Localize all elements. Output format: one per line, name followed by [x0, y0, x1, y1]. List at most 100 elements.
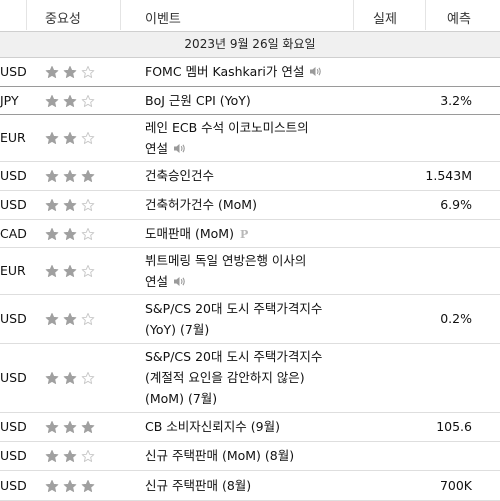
currency-code: USD [0, 419, 27, 434]
star-empty-icon [81, 198, 95, 212]
importance-stars [45, 65, 99, 79]
currency-code: USD [0, 478, 27, 493]
importance-stars [45, 169, 99, 183]
speech-icon [173, 139, 186, 153]
event-name[interactable]: FOMC 멤버 Kashkari가 연설 [145, 61, 350, 82]
star-empty-icon [81, 227, 95, 241]
star-filled-icon [45, 312, 59, 326]
event-row[interactable]: USD 신규 주택판매 (8월) 700K [0, 471, 500, 501]
star-filled-icon [63, 131, 77, 145]
event-row[interactable]: USD S&P/CS 20대 도시 주택가격지수 (계절적 요인을 감안하지 않은)… [0, 344, 500, 413]
event-row[interactable]: USD FOMC 멤버 Kashkari가 연설 [0, 57, 500, 87]
event-name[interactable]: 뷔트메링 독일 연방은행 이사의 연설 [145, 250, 350, 292]
star-filled-icon [45, 94, 59, 108]
event-title: 도매판매 (MoM) [145, 226, 234, 241]
star-empty-icon [81, 94, 95, 108]
star-empty-icon [81, 65, 95, 79]
forecast-value: 0.2% [440, 311, 472, 326]
currency-code: USD [0, 448, 27, 463]
star-empty-icon [81, 449, 95, 463]
event-name[interactable]: 레인 ECB 수석 이코노미스트의 연설 [145, 117, 350, 159]
event-name[interactable]: 건축허가건수 (MoM) [145, 194, 350, 215]
preliminary-icon: P [239, 228, 249, 241]
event-name[interactable]: 도매판매 (MoM) P [145, 223, 350, 245]
event-name[interactable]: S&P/CS 20대 도시 주택가격지수 (계절적 요인을 감안하지 않은) (Mo… [145, 346, 350, 409]
star-filled-icon [45, 65, 59, 79]
importance-stars [45, 312, 99, 326]
star-filled-icon [63, 371, 77, 385]
star-filled-icon [81, 479, 95, 493]
event-row[interactable]: JPY BoJ 근원 CPI (YoY) 3.2% [0, 87, 500, 115]
importance-stars [45, 227, 99, 241]
star-filled-icon [63, 198, 77, 212]
speech-icon [173, 272, 186, 286]
event-row[interactable]: USD CB 소비자신뢰지수 (9월) 105.6 [0, 413, 500, 442]
event-row[interactable]: USD 건축허가건수 (MoM) 6.9% [0, 191, 500, 220]
forecast-value: 3.2% [440, 93, 472, 108]
importance-stars [45, 420, 99, 434]
star-filled-icon [45, 449, 59, 463]
importance-stars [45, 264, 99, 278]
event-row[interactable]: CAD 도매판매 (MoM) P [0, 220, 500, 248]
star-filled-icon [45, 227, 59, 241]
header-forecast[interactable]: 예측 [447, 12, 471, 27]
star-filled-icon [81, 169, 95, 183]
star-filled-icon [45, 198, 59, 212]
event-row[interactable]: USD 신규 주택판매 (MoM) (8월) [0, 442, 500, 471]
header-actual[interactable]: 실제 [373, 12, 397, 27]
importance-stars [45, 479, 99, 493]
event-row[interactable]: USD S&P/CS 20대 도시 주택가격지수 (YoY) (7월) 0.2% [0, 295, 500, 344]
currency-code: CAD [0, 226, 27, 241]
star-filled-icon [63, 420, 77, 434]
currency-code: USD [0, 168, 27, 183]
star-filled-icon [63, 449, 77, 463]
event-title: 건축허가건수 (MoM) [145, 197, 257, 212]
column-divider [353, 0, 354, 30]
event-title: CB 소비자신뢰지수 (9월) [145, 419, 280, 434]
event-name[interactable]: S&P/CS 20대 도시 주택가격지수 (YoY) (7월) [145, 298, 350, 340]
event-row[interactable]: EUR 레인 ECB 수석 이코노미스트의 연설 [0, 115, 500, 162]
event-title: 뷔트메링 독일 연방은행 이사의 연설 [145, 253, 307, 289]
star-filled-icon [45, 264, 59, 278]
currency-code: JPY [0, 93, 19, 108]
event-title: 신규 주택판매 (8월) [145, 478, 252, 493]
event-row[interactable]: USD 건축승인건수 1.543M [0, 162, 500, 191]
currency-code: USD [0, 370, 27, 385]
event-row[interactable]: EUR 뷔트메링 독일 연방은행 이사의 연설 [0, 248, 500, 295]
star-empty-icon [81, 131, 95, 145]
forecast-value: 700K [439, 478, 472, 493]
importance-stars [45, 94, 99, 108]
event-name[interactable]: BoJ 근원 CPI (YoY) [145, 90, 350, 111]
star-filled-icon [63, 227, 77, 241]
event-title: 신규 주택판매 (MoM) (8월) [145, 448, 295, 463]
forecast-value: 6.9% [440, 197, 472, 212]
star-filled-icon [63, 264, 77, 278]
date-header: 2023년 9월 26일 화요일 [0, 31, 500, 58]
star-filled-icon [45, 131, 59, 145]
event-title: S&P/CS 20대 도시 주택가격지수 (YoY) (7월) [145, 301, 323, 337]
column-divider [425, 0, 426, 30]
event-title: FOMC 멤버 Kashkari가 연설 [145, 64, 305, 79]
importance-stars [45, 131, 99, 145]
event-name[interactable]: 신규 주택판매 (8월) [145, 475, 350, 496]
event-title: BoJ 근원 CPI (YoY) [145, 93, 251, 108]
star-filled-icon [63, 169, 77, 183]
speech-icon [309, 62, 322, 76]
star-filled-icon [63, 94, 77, 108]
star-filled-icon [63, 479, 77, 493]
star-filled-icon [63, 312, 77, 326]
currency-code: EUR [0, 263, 26, 278]
event-name[interactable]: 건축승인건수 [145, 165, 350, 186]
currency-code: USD [0, 197, 27, 212]
event-title: 건축승인건수 [145, 168, 215, 183]
importance-stars [45, 198, 99, 212]
event-name[interactable]: 신규 주택판매 (MoM) (8월) [145, 445, 350, 466]
star-filled-icon [45, 420, 59, 434]
event-name[interactable]: CB 소비자신뢰지수 (9월) [145, 416, 350, 437]
header-importance[interactable]: 중요성 [45, 12, 81, 27]
importance-stars [45, 449, 99, 463]
column-divider [26, 0, 27, 30]
header-event[interactable]: 이벤트 [145, 12, 181, 27]
currency-code: USD [0, 64, 27, 79]
